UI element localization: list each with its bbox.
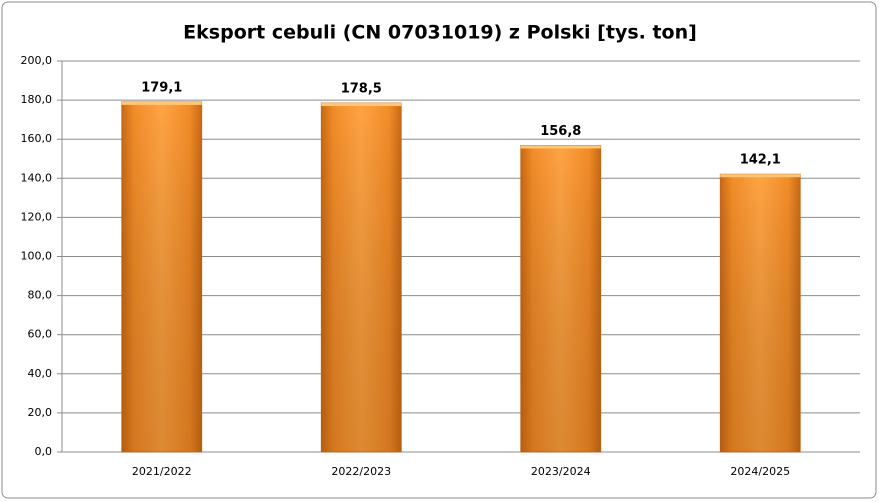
y-tick-label: 180,0: [21, 93, 53, 106]
x-tick-label: 2024/2025: [730, 465, 790, 478]
bar-cap: [520, 145, 601, 149]
value-label: 142,1: [740, 153, 781, 168]
value-label: 178,5: [341, 82, 382, 97]
bar-shade: [121, 101, 202, 452]
value-label: 156,8: [540, 124, 581, 139]
bar-shade: [321, 103, 402, 452]
y-tick-label: 0,0: [35, 445, 53, 458]
y-tick-label: 160,0: [21, 132, 53, 145]
y-tick-label: 200,0: [21, 54, 53, 67]
y-tick-label: 140,0: [21, 171, 53, 184]
bar-cap: [720, 174, 801, 178]
value-label: 179,1: [141, 80, 182, 95]
chart-title: Eksport cebuli (CN 07031019) z Polski [t…: [183, 22, 697, 44]
y-tick-label: 20,0: [28, 406, 53, 419]
bar-cap: [321, 103, 402, 107]
x-tick-label: 2023/2024: [531, 465, 591, 478]
bar-shade: [720, 174, 801, 452]
y-tick-label: 60,0: [28, 328, 53, 341]
bar-shade: [520, 145, 601, 452]
bar-cap: [121, 101, 202, 105]
y-tick-label: 80,0: [28, 289, 53, 302]
y-tick-label: 40,0: [28, 367, 53, 380]
y-tick-label: 100,0: [21, 250, 53, 263]
y-tick-label: 120,0: [21, 210, 53, 223]
x-tick-label: 2022/2023: [331, 465, 391, 478]
x-tick-label: 2021/2022: [132, 465, 192, 478]
